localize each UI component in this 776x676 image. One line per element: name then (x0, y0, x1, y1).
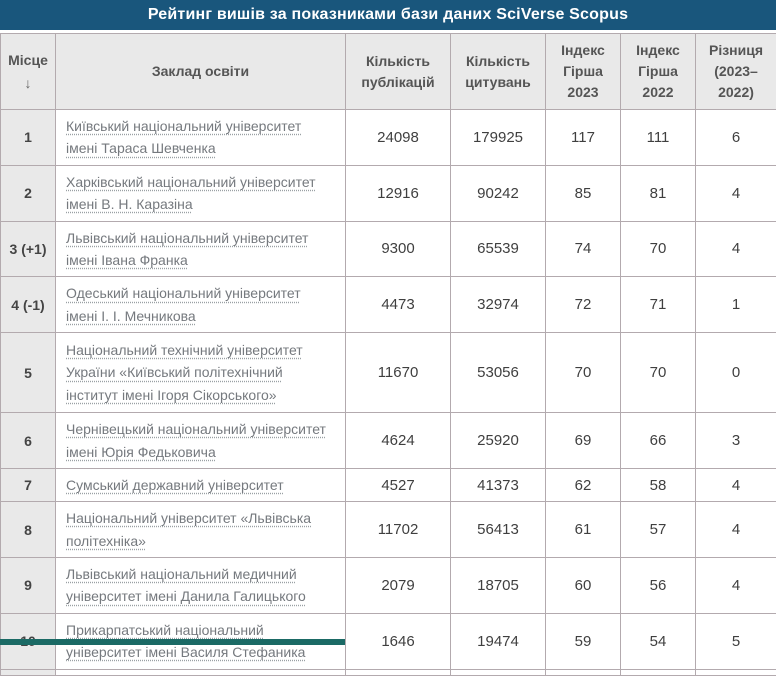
place-cell: 3 (+1) (1, 221, 56, 277)
university-link[interactable]: Чернівецький національний університет ім… (66, 421, 326, 459)
hirsch-2023-cell: 74 (546, 221, 621, 277)
place-cell (1, 669, 56, 675)
hirsch-2023-cell: 69 (546, 413, 621, 469)
citations-cell: 25920 (451, 413, 546, 469)
table-row: 3 (+1) Львівський національний університ… (1, 221, 776, 277)
hirsch-2022-cell: 66 (621, 413, 696, 469)
citations-cell: 179925 (451, 110, 546, 166)
next-section-partial-bar (0, 639, 345, 645)
publications-cell: 4473 (346, 277, 451, 333)
difference-cell: 3 (696, 413, 776, 469)
citations-cell (451, 669, 546, 675)
table-row: 1 Київський національний університет іме… (1, 110, 776, 166)
university-link[interactable]: Львівський національний медичний універс… (66, 566, 306, 604)
hirsch-2023-cell: 62 (546, 468, 621, 501)
university-link[interactable]: Одеський національний університет імені … (66, 285, 301, 323)
difference-cell: 5 (696, 613, 776, 669)
table-row: 2 Харківський національний університет і… (1, 165, 776, 221)
column-header-difference: Різниця (2023–2022) (696, 34, 776, 110)
place-cell: 1 (1, 110, 56, 166)
publications-cell: 12916 (346, 165, 451, 221)
table-title-bar: Рейтинг вишів за показниками бази даних … (0, 0, 776, 30)
hirsch-2022-cell: 111 (621, 110, 696, 166)
hirsch-2022-cell: 54 (621, 613, 696, 669)
universities-ranking-table: Місце ↓ Заклад освіти Кількість публікац… (0, 33, 776, 676)
publications-cell: 1646 (346, 613, 451, 669)
place-cell: 5 (1, 333, 56, 413)
table-row: 7 Сумський державний університет 4527 41… (1, 468, 776, 501)
hirsch-2023-cell: 72 (546, 277, 621, 333)
place-cell: 9 (1, 558, 56, 614)
column-header-hirsch-2023: Індекс Гірша 2023 (546, 34, 621, 110)
table-row: 4 (-1) Одеський національний університет… (1, 277, 776, 333)
publications-cell: 24098 (346, 110, 451, 166)
publications-cell: 4527 (346, 468, 451, 501)
column-header-university: Заклад освіти (56, 34, 346, 110)
hirsch-2023-cell: 59 (546, 613, 621, 669)
publications-cell (346, 669, 451, 675)
difference-cell: 4 (696, 221, 776, 277)
hirsch-2022-cell: 70 (621, 333, 696, 413)
publications-cell: 11670 (346, 333, 451, 413)
difference-cell (696, 669, 776, 675)
place-cell: 4 (-1) (1, 277, 56, 333)
citations-cell: 90242 (451, 165, 546, 221)
table-row: 6 Чернівецький національний університет … (1, 413, 776, 469)
hirsch-2022-cell (621, 669, 696, 675)
citations-cell: 65539 (451, 221, 546, 277)
place-cell: 7 (1, 468, 56, 501)
citations-cell: 56413 (451, 502, 546, 558)
column-header-place-label: Місце (8, 52, 48, 68)
hirsch-2023-cell: 70 (546, 333, 621, 413)
column-header-place[interactable]: Місце ↓ (1, 34, 56, 110)
university-link[interactable]: Національний технічний університет Украї… (66, 342, 303, 403)
difference-cell: 4 (696, 165, 776, 221)
header-row: Місце ↓ Заклад освіти Кількість публікац… (1, 34, 776, 110)
university-link[interactable]: Львівський національний університет імен… (66, 230, 308, 268)
university-link[interactable]: Національний університет «Львівська полі… (66, 510, 311, 548)
table-row: 8 Національний університет «Львівська по… (1, 502, 776, 558)
difference-cell: 6 (696, 110, 776, 166)
column-header-publications: Кількість публікацій (346, 34, 451, 110)
difference-cell: 4 (696, 502, 776, 558)
sort-descending-icon[interactable]: ↓ (5, 73, 51, 94)
table-row: 9 Львівський національний медичний уніве… (1, 558, 776, 614)
difference-cell: 4 (696, 558, 776, 614)
hirsch-2022-cell: 57 (621, 502, 696, 558)
hirsch-2023-cell: 85 (546, 165, 621, 221)
table-row (1, 669, 776, 675)
hirsch-2023-cell: 60 (546, 558, 621, 614)
citations-cell: 41373 (451, 468, 546, 501)
place-cell: 6 (1, 413, 56, 469)
publications-cell: 4624 (346, 413, 451, 469)
publications-cell: 2079 (346, 558, 451, 614)
citations-cell: 19474 (451, 613, 546, 669)
citations-cell: 32974 (451, 277, 546, 333)
column-header-citations: Кількість цитувань (451, 34, 546, 110)
table-row: 5 Національний технічний університет Укр… (1, 333, 776, 413)
publications-cell: 11702 (346, 502, 451, 558)
hirsch-2023-cell: 117 (546, 110, 621, 166)
citations-cell: 18705 (451, 558, 546, 614)
column-header-hirsch-2022: Індекс Гірша 2022 (621, 34, 696, 110)
hirsch-2023-cell: 61 (546, 502, 621, 558)
place-cell: 2 (1, 165, 56, 221)
table-body: 1 Київський національний університет іме… (1, 110, 776, 676)
university-link[interactable]: Сумський державний університет (66, 477, 284, 493)
hirsch-2022-cell: 70 (621, 221, 696, 277)
hirsch-2022-cell: 71 (621, 277, 696, 333)
hirsch-2022-cell: 81 (621, 165, 696, 221)
difference-cell: 4 (696, 468, 776, 501)
university-link[interactable]: Київський національний університет імені… (66, 118, 301, 156)
page-title: Рейтинг вишів за показниками бази даних … (148, 6, 628, 24)
citations-cell: 53056 (451, 333, 546, 413)
hirsch-2022-cell: 56 (621, 558, 696, 614)
publications-cell: 9300 (346, 221, 451, 277)
university-link[interactable]: Харківський національний університет іме… (66, 174, 316, 212)
place-cell: 8 (1, 502, 56, 558)
hirsch-2023-cell (546, 669, 621, 675)
hirsch-2022-cell: 58 (621, 468, 696, 501)
difference-cell: 0 (696, 333, 776, 413)
difference-cell: 1 (696, 277, 776, 333)
